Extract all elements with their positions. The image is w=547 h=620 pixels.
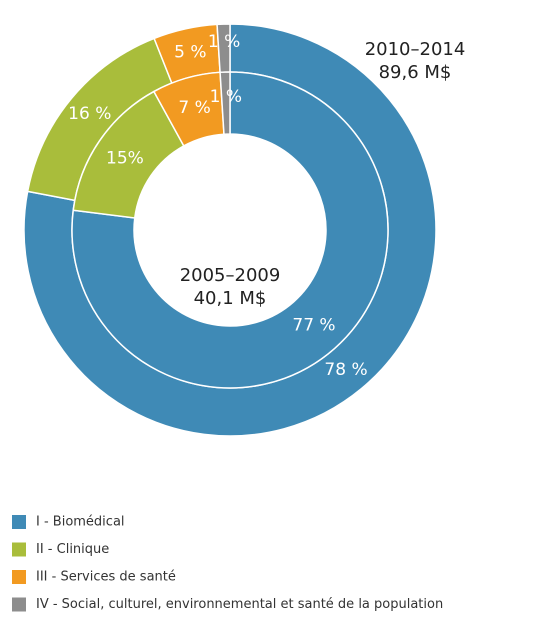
segment-label: 5 % [174, 42, 206, 62]
legend-label: II - Clinique [36, 542, 109, 557]
legend-swatch [12, 597, 26, 612]
donut-segment [219, 71, 231, 135]
inner-ring-title: 2005–2009 [180, 265, 281, 286]
segment-label: 77 % [292, 315, 335, 335]
segment-label: 78 % [324, 360, 367, 380]
legend-label: IV - Social, culturel, environnemental e… [36, 597, 443, 612]
legend-swatch [12, 515, 26, 529]
segment-label: 1 % [208, 32, 240, 52]
donut-segment [71, 71, 389, 389]
segment-label: 15% [106, 149, 144, 169]
inner-ring-total: 40,1 M$ [194, 288, 267, 309]
outer-ring-total: 89,6 M$ [379, 62, 452, 83]
legend-label: III - Services de santé [36, 570, 176, 585]
segment-label: 1 % [210, 87, 242, 107]
legend-swatch [12, 570, 26, 584]
segment-label: 16 % [68, 104, 111, 124]
segment-label: 7 % [178, 98, 210, 118]
legend-swatch [12, 542, 26, 557]
outer-ring-title: 2010–2014 [365, 39, 466, 60]
legend-label: I - Biomédical [36, 515, 125, 530]
